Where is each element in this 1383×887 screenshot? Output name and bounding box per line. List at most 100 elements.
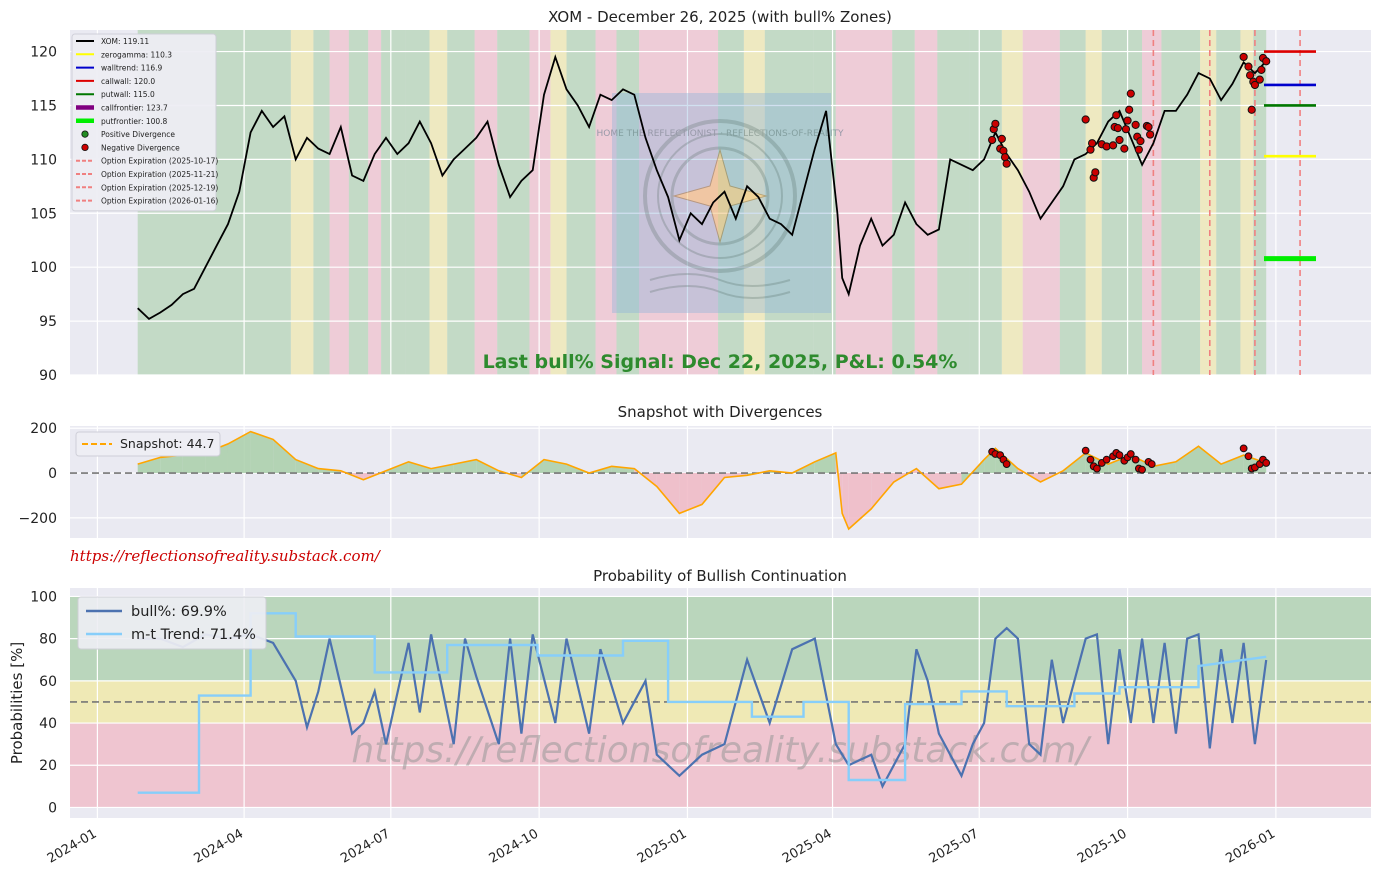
bull-zone-red	[1142, 30, 1162, 375]
mt-trend-line	[137, 612, 1267, 794]
bull-zone-green	[348, 30, 369, 375]
x-tick-label: 2024-04	[192, 826, 247, 866]
y-tick-label: 40	[39, 716, 57, 732]
negative-divergence-point	[1131, 120, 1140, 129]
bull-zone-green	[313, 30, 330, 375]
y-tick-label: 100	[30, 260, 57, 276]
negative-divergence-point	[1081, 115, 1090, 124]
negative-divergence-point	[1121, 125, 1131, 134]
legend-box	[75, 431, 221, 457]
negative-divergence-point	[1113, 124, 1122, 133]
snapshot-divergence-point	[1131, 455, 1140, 464]
negative-divergence-point	[1108, 141, 1118, 150]
snapshot-area-segment	[814, 452, 836, 474]
bull-zone-yellow	[743, 30, 765, 375]
legend-box	[71, 33, 217, 212]
bull-zone-green	[497, 30, 530, 375]
x-tick-label: 2025-01	[635, 826, 690, 866]
negative-divergence-point	[1112, 111, 1121, 120]
bull-zone-green	[566, 30, 596, 375]
price-divergence-markers	[988, 52, 1271, 182]
snapshot-area-segment	[250, 431, 274, 474]
bull-zone-green	[616, 30, 640, 375]
legend-label: zerogamma: 110.3	[101, 50, 172, 59]
negative-divergence-point	[1247, 105, 1256, 114]
negative-divergence-point	[997, 134, 1006, 143]
legend-label: Option Expiration (2025-10-17)	[101, 157, 218, 166]
legend-label: callfrontier: 123.7	[101, 104, 168, 113]
probability-y-label: Probabilities [%]	[8, 642, 26, 764]
x-tick-label: 2025-10	[1075, 826, 1130, 866]
x-tick-label: 2024-01	[45, 826, 100, 866]
y-tick-label: 90	[39, 368, 57, 384]
x-tick-label: 2024-10	[487, 826, 542, 866]
option-expiration-lines	[1152, 30, 1301, 375]
price-legend: XOM: 119.11 zerogamma: 110.3 walltrend: 11…	[71, 33, 218, 212]
bull-zone-red	[914, 30, 938, 375]
legend-marker	[81, 143, 89, 151]
bull-zone-red	[474, 30, 498, 375]
bull-zone-red	[329, 30, 349, 375]
snapshot-divergence-point	[1102, 455, 1111, 464]
bull-zone-green	[381, 30, 406, 375]
y-tick-label: 105	[30, 206, 57, 222]
legend-label: Option Expiration (2025-11-21)	[101, 170, 218, 179]
x-tick-label: 2024-07	[338, 826, 393, 866]
legend-label: XOM: 119.11	[101, 37, 149, 46]
legend-label: Positive Divergence	[101, 130, 175, 139]
y-tick-label: 100	[30, 589, 57, 605]
xom-price-line	[137, 54, 1267, 321]
snapshot-area-segment	[679, 473, 702, 514]
bull-zone-bands	[137, 30, 1267, 375]
bull-zone-green	[969, 30, 1002, 375]
last-signal-text: Last bull% Signal: Dec 22, 2025, P&L: 0.…	[483, 351, 958, 373]
snapshot-divergence-point	[1086, 455, 1095, 464]
snapshot-area-segment	[273, 439, 296, 474]
legend-label: Snapshot: 44.7	[120, 436, 214, 451]
bull-zone-green	[405, 30, 430, 375]
negative-divergence-point	[1245, 71, 1255, 80]
negative-divergence-point	[1146, 130, 1155, 139]
snapshot-area-segment	[842, 473, 849, 530]
snapshot-area-segment	[871, 473, 894, 509]
negative-divergence-point	[1239, 52, 1248, 62]
reflectionist-logo: HOME THE REFLECTIONIST · REFLECTIONS-OF-…	[596, 93, 844, 313]
bull-zone-green	[1161, 30, 1201, 375]
y-tick-label: 200	[30, 421, 57, 437]
snapshot-area-segment	[1198, 446, 1222, 474]
snapshot-area-segment	[408, 461, 432, 474]
legend-label: bull%: 69.9%	[131, 604, 227, 620]
y-tick-label: 60	[39, 674, 57, 690]
bull-zone-green	[1101, 30, 1143, 375]
watermark-text: https://reflectionsofreality.substack.co…	[351, 730, 1092, 771]
substack-url[interactable]: https://reflectionsofreality.substack.co…	[70, 547, 380, 565]
snapshot-chart-title: Snapshot with Divergences	[618, 403, 823, 421]
negative-divergence-point	[1144, 122, 1153, 132]
snapshot-divergence-point	[1002, 460, 1011, 468]
snapshot-divergence-point	[1138, 465, 1146, 474]
snapshot-area-segment	[1153, 461, 1176, 474]
bull-zone-yellow	[1001, 30, 1023, 375]
snapshot-divergence-point	[1244, 452, 1253, 461]
negative-divergence-point	[1087, 139, 1097, 148]
snapshot-area-segment	[1221, 455, 1244, 474]
negative-divergence-point	[1250, 80, 1260, 90]
snapshot-area-segment	[160, 455, 183, 474]
negative-divergence-point	[1134, 145, 1143, 154]
bull-zone-green	[447, 30, 475, 375]
x-tick-label: 2025-07	[927, 826, 982, 866]
snapshot-area-segment	[1175, 446, 1199, 474]
price-chart-title: XOM - December 26, 2025 (with bull% Zone…	[548, 8, 892, 26]
snapshot-divergence-point	[1115, 451, 1124, 460]
negative-divergence-point	[1136, 136, 1145, 146]
bull-zone-green	[1216, 30, 1241, 375]
negative-divergence-point	[1262, 57, 1271, 66]
negative-divergence-point	[991, 119, 1000, 128]
snapshot-divergence-point	[1093, 464, 1101, 473]
probability-chart-title: Probability of Bullish Continuation	[593, 567, 847, 585]
bull-zone-yellow	[1200, 30, 1217, 375]
negative-divergence-point	[988, 135, 997, 145]
negative-divergence-point	[1244, 62, 1253, 71]
bull-zone-yellow	[429, 30, 448, 375]
